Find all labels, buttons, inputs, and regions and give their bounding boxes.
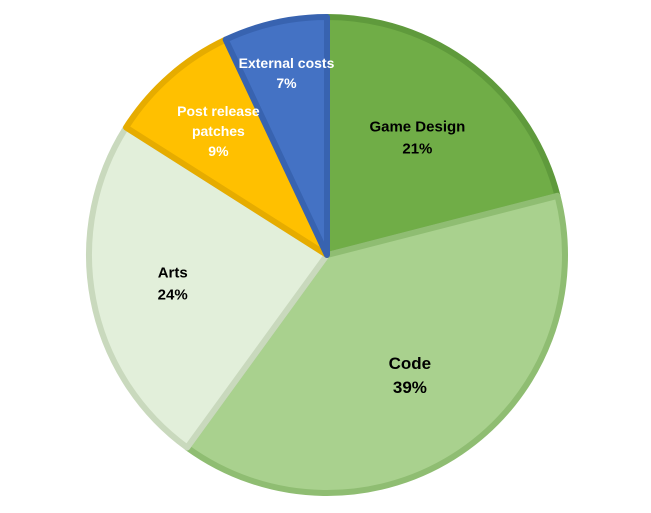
pie-labels: Game Design 21% Code 39% Arts 24% Post release…	[158, 55, 466, 398]
pie-slices	[86, 14, 568, 496]
slice-name: Post release	[177, 103, 260, 119]
slice-name: External costs	[239, 55, 335, 71]
slice-name: patches	[192, 123, 245, 139]
pie-slice-code	[184, 192, 568, 496]
slice-percent: 9%	[208, 143, 229, 159]
pie-slice-game-design	[324, 14, 561, 258]
slice-label-game-design: Game Design 21%	[369, 118, 465, 157]
slice-name: Arts	[158, 264, 188, 281]
pie-slice-arts	[86, 124, 330, 451]
slice-name: Game Design	[369, 118, 465, 135]
slice-label-arts: Arts 24%	[158, 264, 188, 303]
slice-percent: 7%	[276, 75, 297, 91]
pie-slice-external-costs	[222, 14, 330, 258]
pie-slice-post-release-patches	[123, 36, 330, 258]
slice-percent: 39%	[393, 378, 427, 397]
slice-label-code: Code 39%	[389, 354, 432, 397]
slice-label-external-costs: External costs 7%	[239, 55, 335, 91]
slice-name: Code	[389, 354, 432, 373]
slice-label-post-release-patches: Post release patches 9%	[177, 103, 260, 159]
slice-percent: 24%	[158, 286, 188, 303]
slice-percent: 21%	[402, 140, 432, 157]
